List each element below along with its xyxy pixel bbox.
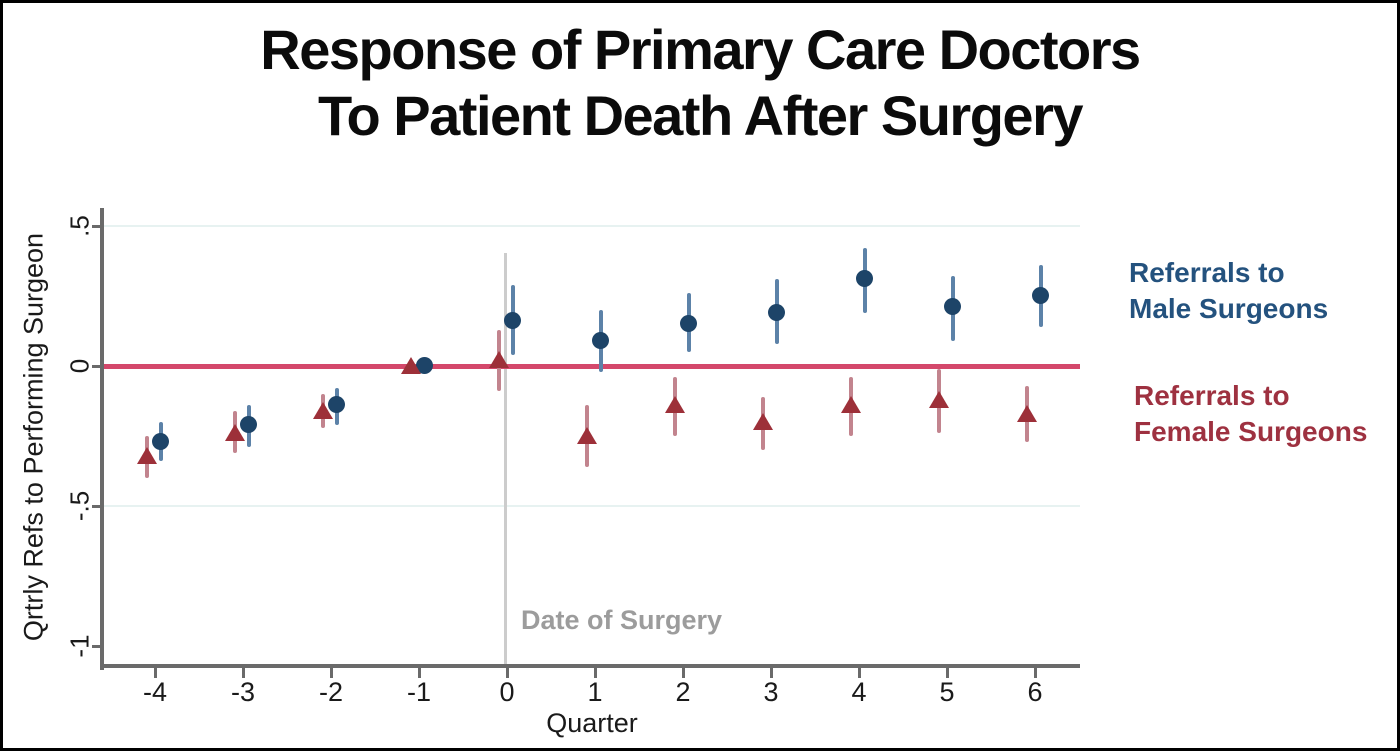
female-series-marker <box>665 396 685 414</box>
x-axis-line <box>100 664 1080 668</box>
y-axis-title: Qrtrly Refs to Performing Surgeon <box>18 232 49 642</box>
male-series-marker <box>944 298 961 316</box>
female-series-marker <box>489 351 509 369</box>
female-series-marker <box>137 446 157 464</box>
y-tick <box>92 225 102 228</box>
zero-reference-line <box>104 364 1080 369</box>
y-tick-label: -.5 <box>64 490 95 522</box>
legend-female-label: Referrals to Female Surgeons <box>1134 380 1368 447</box>
female-series-marker <box>929 390 949 408</box>
event-line-label: Date of Surgery <box>521 605 723 635</box>
y-tick-label: 0 <box>64 358 95 374</box>
x-tick <box>682 668 685 678</box>
male-series-marker <box>504 312 521 330</box>
x-tick-label: 0 <box>499 677 515 707</box>
y-axis-line <box>100 208 104 670</box>
x-tick-label: 4 <box>851 677 867 707</box>
x-tick <box>858 668 861 678</box>
female-series-marker <box>577 427 597 444</box>
male-series-marker <box>592 331 609 349</box>
male-series-marker <box>680 315 697 332</box>
y-tick <box>92 505 102 508</box>
male-series-marker <box>152 432 169 450</box>
x-tick-label: 1 <box>587 677 603 707</box>
y-gridline <box>104 505 1080 507</box>
x-tick-label: -3 <box>230 677 255 707</box>
x-tick <box>594 668 597 678</box>
x-tick-label: 3 <box>763 677 779 707</box>
event-date-line <box>504 253 507 666</box>
x-tick <box>154 668 157 678</box>
female-series-marker <box>313 401 333 419</box>
female-series-marker <box>841 396 861 414</box>
female-series-marker <box>1017 404 1037 422</box>
x-tick <box>506 668 509 678</box>
x-tick-label: -4 <box>142 677 167 707</box>
y-tick <box>92 645 102 648</box>
x-tick <box>946 668 949 678</box>
x-tick <box>330 668 333 678</box>
x-tick-label: 2 <box>675 677 691 707</box>
legend-male-label: Referrals to Male Surgeons <box>1129 257 1329 324</box>
x-tick <box>1034 668 1037 678</box>
chart-title: Response of Primary Care Doctors To Pati… <box>260 18 1141 147</box>
y-tick-label: -1 <box>64 634 95 658</box>
x-tick-label: -1 <box>406 677 431 707</box>
x-tick <box>418 668 421 678</box>
x-tick-label: -2 <box>318 677 343 707</box>
female-series-marker <box>401 357 421 374</box>
y-tick <box>92 365 102 368</box>
male-series-marker <box>1032 287 1049 304</box>
male-series-marker <box>856 270 873 288</box>
plot-area: .5 0 -.5 -1 -4 -3 -2 -1 0 1 2 3 4 5 6 <box>3 3 1397 748</box>
female-series-marker <box>225 424 245 442</box>
female-series-marker <box>753 413 773 430</box>
x-tick <box>242 668 245 678</box>
x-tick-label: 6 <box>1027 677 1043 707</box>
x-tick <box>770 668 773 678</box>
male-series-marker <box>768 303 785 321</box>
x-axis-title: Quarter <box>546 708 638 738</box>
x-tick-label: 5 <box>939 677 955 707</box>
y-gridline <box>104 225 1080 227</box>
y-tick-label: .5 <box>64 215 95 237</box>
